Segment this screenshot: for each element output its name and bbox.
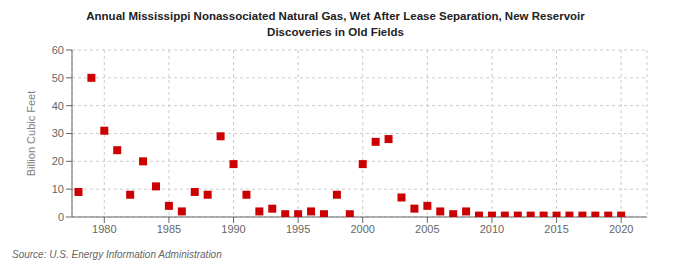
svg-text:1995: 1995 — [286, 223, 310, 235]
svg-text:20: 20 — [52, 155, 64, 167]
html-text:Annual Mississippi Nonassociat: Annual Mississippi Nonassociated Natural… — [86, 10, 585, 22]
html-text:Source: U.S. Energy Informatio: Source: U.S. Energy Information Administ… — [12, 249, 222, 260]
svg-text:2010: 2010 — [480, 223, 504, 235]
svg-text:2000: 2000 — [350, 223, 374, 235]
svg-text:1990: 1990 — [221, 223, 245, 235]
svg-text:2005: 2005 — [415, 223, 439, 235]
svg-text:1985: 1985 — [157, 223, 181, 235]
svg-text:1980: 1980 — [92, 223, 116, 235]
svg-text:Billion Cubic Feet: Billion Cubic Feet — [25, 91, 37, 177]
svg-text:10: 10 — [52, 183, 64, 195]
svg-text:2015: 2015 — [544, 223, 568, 235]
svg-text:40: 40 — [52, 100, 64, 112]
svg-text:2020: 2020 — [609, 223, 633, 235]
svg-text:30: 30 — [52, 127, 64, 139]
svg-text:0: 0 — [58, 211, 64, 223]
html-text:Discoveries in Old Fields: Discoveries in Old Fields — [267, 26, 404, 38]
svg-text:60: 60 — [52, 44, 64, 56]
svg-text:50: 50 — [52, 72, 64, 84]
